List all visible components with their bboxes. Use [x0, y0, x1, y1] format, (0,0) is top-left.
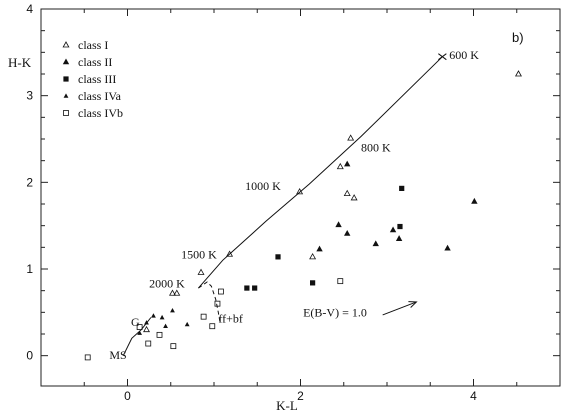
point-class-ii: [444, 244, 451, 251]
annotation-label: G: [131, 315, 140, 329]
ff-bf-curve: [198, 281, 221, 323]
point-class-iva: [137, 330, 143, 335]
point-class-iva: [159, 314, 165, 320]
y-tick-label: 0: [26, 349, 33, 363]
legend-label-class-ivb: class IVb: [78, 106, 123, 120]
point-class-i: [296, 188, 304, 195]
x-tick-label: 2: [297, 389, 304, 403]
point-class-iva: [151, 313, 156, 318]
point-class-ivb: [200, 313, 207, 320]
x-tick-label: 0: [124, 389, 131, 403]
legend-marker-class-i: [62, 41, 70, 48]
point-class-ivb: [84, 354, 91, 361]
x-axis-title: K-L: [276, 398, 298, 413]
point-class-ii: [344, 229, 351, 236]
legend: class I class II class III class IVa class I…: [62, 38, 123, 120]
annotation-label: ff+bf: [218, 311, 243, 325]
panel-label: b): [512, 30, 524, 45]
point-class-ivb: [170, 343, 177, 350]
point-class-iva: [184, 321, 190, 327]
point-class-ii: [316, 245, 323, 252]
point-class-ivb: [218, 288, 224, 295]
point-class-i: [309, 253, 317, 260]
annotation-label: E(B-V) = 1.0: [303, 305, 367, 319]
legend-label-class-iii: class III: [78, 72, 116, 86]
point-class-i: [168, 289, 176, 296]
point-class-iii: [275, 254, 281, 260]
point-class-i: [343, 189, 351, 196]
y-axis-title: H-K: [8, 55, 32, 70]
point-class-i: [143, 325, 151, 333]
y-tick-label: 4: [26, 2, 33, 16]
legend-marker-class-iii: [63, 76, 69, 82]
point-class-iii: [252, 285, 258, 291]
point-class-i: [226, 250, 234, 257]
point-class-iii: [244, 285, 250, 291]
axis-ticks: 0 2 4 0 1 2 3 4: [26, 2, 561, 403]
blackbody-curve: [198, 56, 443, 289]
blackbody-end-marker: [438, 53, 447, 61]
point-class-ivb: [156, 331, 163, 338]
y-tick-label: 1: [26, 262, 33, 276]
temperature-label: 2000 K: [149, 277, 185, 291]
point-class-iii: [310, 280, 316, 286]
legend-label-class-i: class I: [78, 38, 108, 52]
point-class-ii: [344, 160, 351, 167]
temperature-label: 600 K: [449, 48, 479, 62]
point-class-ii: [395, 235, 403, 241]
point-class-iva: [170, 308, 175, 313]
point-class-iii: [399, 185, 405, 191]
plot-border: [40, 8, 561, 387]
point-class-ivb: [136, 324, 143, 330]
point-class-ii: [471, 197, 478, 204]
legend-marker-class-ii: [62, 58, 70, 65]
annotation-label: MS: [109, 348, 126, 362]
temperature-label: 1000 K: [245, 179, 281, 193]
annotations: 600 K 800 K 1000 K 1500 K 2000 K G MS ff+bf E(B-…: [109, 48, 479, 362]
point-class-iva: [163, 323, 168, 328]
x-tick-label: 4: [470, 389, 477, 403]
reddening-arrow: [382, 301, 417, 316]
point-class-i: [347, 134, 355, 141]
point-class-ivb: [145, 340, 152, 347]
temperature-label: 800 K: [361, 141, 391, 155]
y-tick-label: 3: [26, 89, 33, 103]
legend-marker-class-ivb: [63, 110, 69, 116]
point-class-i: [514, 70, 522, 77]
legend-marker-class-iva: [63, 93, 69, 98]
point-class-iii: [397, 223, 403, 230]
point-class-ii: [389, 226, 397, 233]
point-class-i: [350, 194, 358, 201]
legend-label-class-iva: class IVa: [78, 89, 122, 103]
point-class-i: [336, 162, 344, 170]
point-class-ivb: [209, 323, 216, 330]
point-class-ivb: [214, 300, 221, 307]
point-class-i: [197, 268, 205, 275]
data-points: [84, 70, 522, 361]
plot-frame: [40, 8, 561, 387]
point-class-iva: [144, 320, 149, 325]
reddening-arrowhead: [408, 301, 418, 308]
y-tick-label: 2: [26, 175, 33, 189]
point-class-i: [173, 289, 181, 296]
point-class-ii: [372, 240, 379, 247]
legend-label-class-ii: class II: [78, 55, 112, 69]
point-class-ii: [335, 221, 342, 228]
temperature-label: 1500 K: [181, 247, 217, 261]
point-class-ivb: [337, 278, 344, 285]
